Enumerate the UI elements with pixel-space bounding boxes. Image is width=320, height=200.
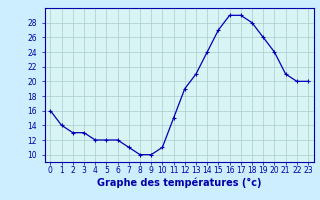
X-axis label: Graphe des températures (°c): Graphe des températures (°c) [97, 178, 261, 188]
